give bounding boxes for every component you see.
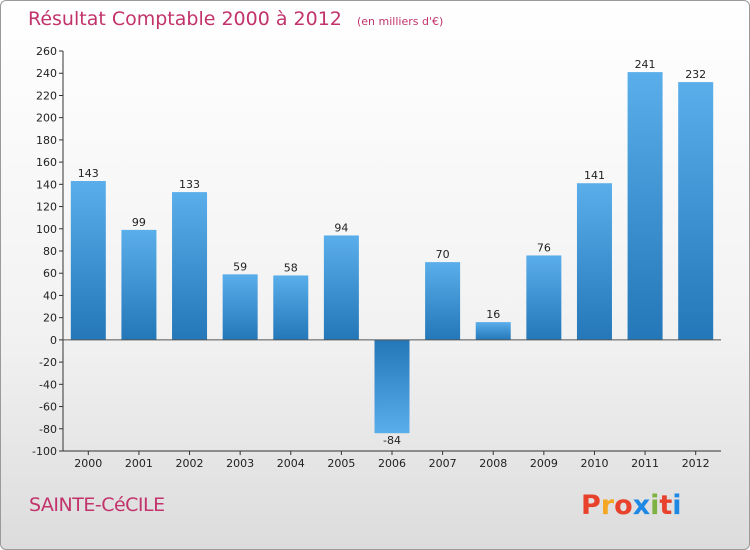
- bar-2000[interactable]: [70, 181, 106, 340]
- commune-name: SAINTE-CéCILE: [29, 494, 165, 516]
- y-tick-label: 120: [36, 201, 57, 214]
- logo-letter: i: [650, 490, 660, 521]
- y-tick-label: 200: [36, 112, 57, 125]
- data-label-2012: 232: [685, 68, 706, 81]
- x-tick-label-2006: 2006: [378, 457, 406, 470]
- x-tick-label-2000: 2000: [74, 457, 102, 470]
- data-label-2001: 99: [132, 216, 146, 229]
- x-tick-label-2004: 2004: [277, 457, 305, 470]
- title-row: Résultat Comptable 2000 à 2012 (en milli…: [28, 8, 443, 30]
- logo-letter: P: [581, 490, 601, 521]
- y-tick-label: -100: [32, 445, 57, 458]
- data-label-2011: 241: [635, 58, 656, 71]
- data-label-2009: 76: [537, 241, 551, 254]
- x-tick-label-2012: 2012: [682, 457, 710, 470]
- bar-2001[interactable]: [121, 229, 157, 340]
- data-label-2000: 143: [78, 167, 99, 180]
- chart-axes: -100 -80 -60 -40 -20 0 20 40 60 80 100 120 140 160 180…: [32, 45, 721, 470]
- y-tick-label: -80: [39, 423, 57, 436]
- data-label-2005: 94: [334, 221, 348, 234]
- bar-2004[interactable]: [273, 275, 309, 340]
- y-tick-label: -40: [39, 378, 57, 391]
- y-tick-label: -20: [39, 356, 57, 369]
- data-label-2004: 58: [284, 261, 298, 274]
- y-tick-label: 40: [43, 289, 57, 302]
- y-tick-label: 100: [36, 223, 57, 236]
- chart-bars: 143 99 133 59 58 94 -84 70 16 76 141 241 232: [63, 58, 721, 447]
- chart-title: Résultat Comptable 2000 à 2012: [28, 8, 342, 30]
- bar-2009[interactable]: [526, 255, 562, 340]
- x-tick-label-2008: 2008: [479, 457, 507, 470]
- logo-letter: x: [632, 490, 651, 521]
- y-tick-label: 160: [36, 156, 57, 169]
- bar-2002[interactable]: [172, 192, 208, 340]
- x-tick-label-2011: 2011: [631, 457, 659, 470]
- proxiti-logo[interactable]: Proxiti: [581, 490, 682, 521]
- data-label-2010: 141: [584, 169, 605, 182]
- y-tick-label: 60: [43, 267, 57, 280]
- y-tick-label: 240: [36, 67, 57, 80]
- bar-2003[interactable]: [222, 274, 258, 340]
- x-tick-label-2005: 2005: [327, 457, 355, 470]
- bar-2006[interactable]: [374, 339, 410, 434]
- logo-letter: t: [659, 490, 673, 521]
- x-tick-label-2001: 2001: [125, 457, 153, 470]
- y-tick-label: 140: [36, 178, 57, 191]
- y-tick-label: 80: [43, 245, 57, 258]
- data-label-2006: -84: [383, 434, 401, 447]
- bar-2005[interactable]: [323, 235, 359, 340]
- y-tick-label: 220: [36, 89, 57, 102]
- x-tick-label-2007: 2007: [429, 457, 457, 470]
- bar-2008[interactable]: [475, 322, 511, 340]
- bar-2007[interactable]: [425, 262, 461, 340]
- x-tick-label-2009: 2009: [530, 457, 558, 470]
- y-tick-label: 0: [50, 334, 57, 347]
- bar-2010[interactable]: [576, 183, 612, 340]
- y-tick-label: 180: [36, 134, 57, 147]
- logo-letter: i: [672, 490, 682, 521]
- x-tick-label-2003: 2003: [226, 457, 254, 470]
- y-tick-label: 260: [36, 45, 57, 58]
- data-label-2002: 133: [179, 178, 200, 191]
- y-tick-label: -60: [39, 401, 57, 414]
- data-label-2008: 16: [486, 308, 500, 321]
- data-label-2003: 59: [233, 260, 247, 273]
- x-tick-label-2002: 2002: [176, 457, 204, 470]
- logo-letter: o: [614, 490, 633, 521]
- bar-2011[interactable]: [627, 72, 663, 340]
- data-label-2007: 70: [436, 248, 450, 261]
- y-tick-label: 20: [43, 312, 57, 325]
- x-tick-label-2010: 2010: [580, 457, 608, 470]
- chart-subtitle: (en milliers d'€): [356, 15, 444, 28]
- bar-2012[interactable]: [678, 82, 714, 340]
- logo-letter: r: [600, 490, 615, 521]
